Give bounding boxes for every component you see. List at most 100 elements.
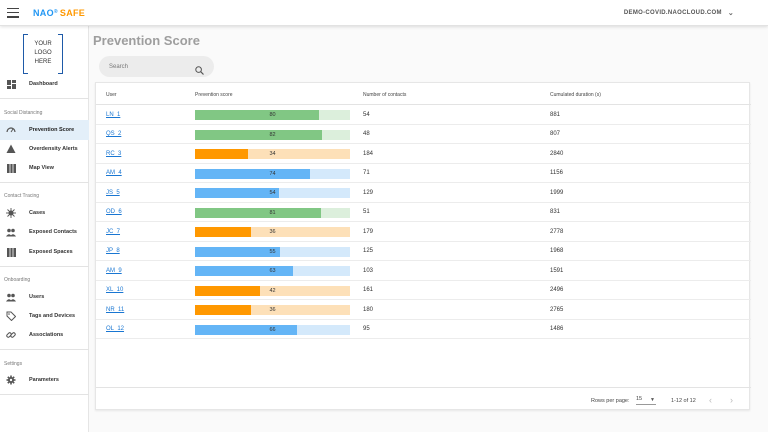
sidebar-item-exposed-spaces[interactable]: Exposed Spaces: [0, 242, 89, 262]
brand-nao: NAO: [33, 7, 54, 18]
cumulated-duration: 1591: [550, 267, 564, 274]
sidebar-item-parameters[interactable]: Parameters: [0, 370, 89, 390]
score-value: 81: [269, 209, 276, 216]
score-value: 55: [269, 248, 276, 255]
score-bar-fill: [195, 188, 279, 198]
table-pagination: Rows per page: 15 ▼ 1-12 of 12 ‹ ›: [96, 387, 751, 411]
cumulated-duration: 1156: [550, 170, 563, 176]
score-bar: 66: [195, 324, 350, 335]
gear-icon: [6, 375, 16, 385]
column-header-duration[interactable]: Cumulated duration (s): [550, 92, 601, 98]
user-link[interactable]: OD_6: [106, 209, 122, 215]
user-link[interactable]: AM_9: [106, 267, 122, 274]
user-link[interactable]: NR_11: [106, 306, 125, 313]
contacts-count: 180: [363, 306, 374, 313]
sidebar-item-dashboard[interactable]: Dashboard: [0, 74, 89, 94]
score-bar-fill: [195, 207, 321, 218]
rows-per-page-select[interactable]: 15 ▼: [636, 396, 656, 405]
score-value: 74: [269, 170, 276, 177]
user-link[interactable]: AM_4: [106, 170, 122, 176]
column-header-user[interactable]: User: [106, 92, 117, 98]
column-header-contacts[interactable]: Number of contacts: [363, 92, 407, 98]
divider: [0, 349, 89, 350]
dashboard-icon: [6, 79, 16, 89]
contacts-count: 95: [363, 326, 370, 332]
sidebar-item-users[interactable]: Users: [0, 287, 89, 307]
sidebar-item-label: Exposed Spaces: [29, 249, 73, 255]
score-value: 66: [269, 326, 276, 333]
search-input[interactable]: Search: [99, 56, 214, 77]
score-bar: 63: [195, 266, 350, 276]
user-link[interactable]: OL_12: [106, 326, 125, 332]
sidebar-item-label: Exposed Contacts: [29, 229, 77, 235]
sidebar-item-overdensity-alerts[interactable]: Overdensity Alerts: [0, 139, 89, 159]
map-icon: [6, 247, 16, 257]
sidebar-item-label: Associations: [29, 332, 64, 338]
pagination-range: 1-12 of 12: [671, 398, 696, 404]
map-icon: [6, 163, 16, 173]
chevron-down-icon: ⌄: [727, 10, 734, 17]
column-header-prevention-score[interactable]: Prevention score: [195, 92, 233, 98]
score-bar: 74: [195, 168, 350, 179]
sidebar-item-label: Prevention Score: [29, 127, 75, 133]
cumulated-duration: 807: [550, 131, 561, 137]
sidebar-item-exposed-contacts[interactable]: Exposed Contacts: [0, 222, 89, 242]
contacts-count: 54: [363, 111, 370, 118]
score-bar: 80: [195, 110, 350, 120]
user-link[interactable]: LN_1: [106, 111, 121, 118]
search-icon[interactable]: [195, 62, 204, 75]
score-bar-fill: [195, 305, 251, 315]
cumulated-duration: 2496: [550, 287, 564, 293]
section-label-onboarding: Onboarding: [4, 277, 31, 283]
table-row: AM_4 74 71 1156: [96, 164, 751, 183]
sidebar-item-associations[interactable]: Associations: [0, 325, 89, 345]
cumulated-duration: 2765: [550, 306, 564, 313]
score-bar-fill: [195, 129, 323, 140]
cumulated-duration: 1968: [550, 248, 564, 254]
user-link[interactable]: JS_5: [106, 189, 120, 196]
contacts-count: 71: [363, 170, 370, 176]
score-bar-fill: [195, 246, 281, 257]
sidebar-item-map-view[interactable]: Map View: [0, 158, 89, 178]
sidebar-item-tags-and-devices[interactable]: Tags and Devices: [0, 306, 89, 326]
user-link[interactable]: JC_7: [106, 228, 121, 235]
score-bar-fill: [195, 324, 298, 335]
user-link[interactable]: RC_3: [106, 150, 122, 157]
user-link[interactable]: XL_10: [106, 287, 124, 293]
divider: [0, 266, 89, 267]
score-value: 80: [269, 112, 276, 118]
contacts-count: 51: [363, 209, 370, 215]
user-link[interactable]: QS_2: [106, 131, 122, 137]
score-bar: 81: [195, 207, 350, 218]
caret-down-icon: ▼: [650, 397, 655, 403]
sidebar-item-cases[interactable]: Cases: [0, 203, 89, 223]
contacts-count: 103: [363, 267, 374, 274]
score-bar: 36: [195, 227, 350, 237]
sidebar-item-label: Map View: [29, 165, 54, 171]
contacts-count: 129: [363, 189, 374, 196]
sidebar-item-prevention-score[interactable]: Prevention Score: [0, 120, 89, 140]
user-link[interactable]: JP_8: [106, 248, 120, 254]
rows-per-page-value: 15: [636, 396, 643, 402]
score-bar: 54: [195, 188, 350, 198]
chevron-right-icon[interactable]: ›: [730, 395, 733, 405]
section-label-settings: Settings: [4, 361, 23, 367]
search-placeholder: Search: [109, 63, 129, 70]
chevron-left-icon[interactable]: ‹: [709, 395, 712, 405]
cumulated-duration: 881: [550, 111, 561, 118]
menu-icon[interactable]: [7, 7, 19, 18]
sidebar-item-label: Cases: [29, 210, 46, 216]
score-bar-fill: [195, 266, 293, 276]
score-bar-fill: [195, 110, 319, 120]
contacts-count: 125: [363, 248, 374, 254]
score-value: 42: [269, 287, 276, 294]
table-row: JP_8 55 125 1968: [96, 242, 751, 261]
account-menu[interactable]: DEMO-COVID.NAOCLOUD.COM ⌄: [624, 0, 734, 26]
contacts-count: 161: [363, 287, 374, 293]
divider: [0, 182, 89, 183]
table-row: LN_1 80 54 881: [96, 105, 751, 125]
contacts-count: 184: [363, 150, 374, 157]
score-value: 34: [269, 151, 276, 157]
cumulated-duration: 1999: [550, 189, 564, 196]
contacts-count: 179: [363, 228, 374, 235]
